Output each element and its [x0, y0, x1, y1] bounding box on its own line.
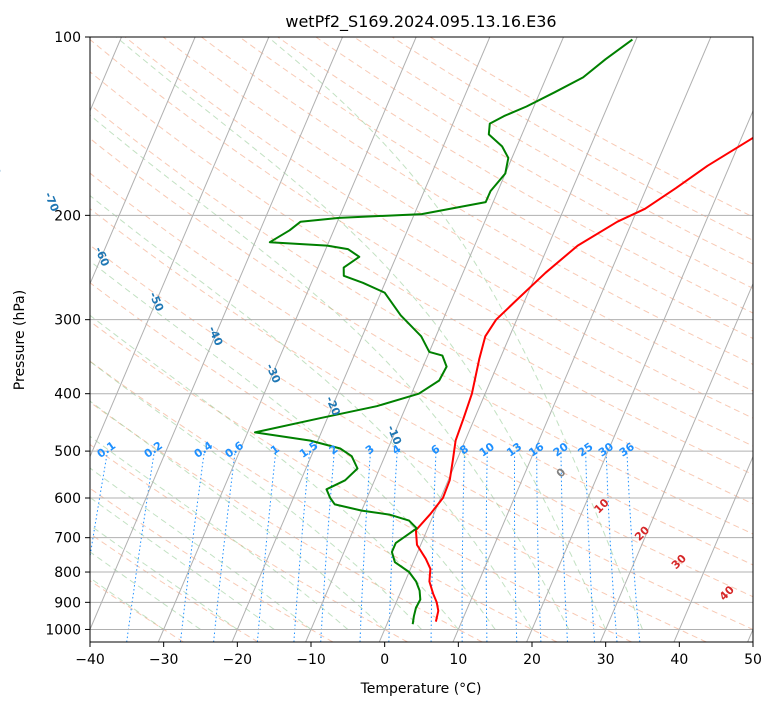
- dry-adiabat: [90, 320, 632, 642]
- x-tick-label: 0: [380, 652, 389, 668]
- mixing-ratio-line: [213, 451, 236, 642]
- y-tick-label: 500: [54, 444, 81, 460]
- x-tick-label: −30: [149, 652, 179, 668]
- isotherm-line: [673, 455, 753, 642]
- y-tick-label: 200: [54, 208, 81, 224]
- dry-adiabat: [90, 282, 707, 642]
- mixing-ratio-line: [90, 451, 108, 560]
- background-lines: [90, 37, 753, 642]
- grid-lines: [90, 37, 753, 642]
- dry-adiabat: [90, 137, 753, 535]
- x-tick-label: 50: [744, 652, 762, 668]
- mixing-ratio-line: [256, 451, 277, 642]
- x-tick-label: 10: [449, 652, 467, 668]
- dry-adiabat: [162, 37, 753, 392]
- x-tick-label: −40: [75, 652, 105, 668]
- y-axis: 100 200 300 400 500 600 700 800 900 1000: [45, 30, 90, 638]
- moist-adiabat: [90, 114, 570, 630]
- moist-adiabat: [90, 467, 312, 630]
- dry-adiabat: [90, 104, 753, 505]
- x-tick-label: −10: [296, 652, 326, 668]
- isotherm-line: [452, 37, 712, 642]
- chart-title: wetPf2_S169.2024.095.13.16.E36: [285, 12, 556, 32]
- mixing-ratio-line: [293, 451, 311, 642]
- moist-adiabat: [90, 496, 275, 630]
- moist-adiabat: [90, 314, 459, 630]
- temperature-line: [414, 136, 753, 622]
- x-axis: −40 −30 −20 −10 0 10 20 30 40 50: [75, 642, 762, 668]
- isotherm-line: [90, 37, 343, 631]
- y-tick-label: 1000: [45, 622, 81, 638]
- moist-adiabat: [90, 260, 496, 630]
- x-tick-label: 20: [523, 652, 541, 668]
- profile-lines: [254, 38, 753, 625]
- mixing-ratio-line: [179, 451, 205, 642]
- dry-adiabat: [277, 37, 753, 314]
- isotherm-line: [378, 37, 638, 642]
- x-axis-label: Temperature (°C): [360, 681, 482, 697]
- dry-adiabat: [90, 244, 753, 630]
- dry-adiabat: [90, 208, 753, 598]
- dry-adiabat: [124, 37, 753, 419]
- dewpoint-line: [254, 38, 633, 625]
- y-tick-label: 700: [54, 531, 81, 547]
- moist-adiabat: [267, 37, 643, 630]
- y-tick-label: 400: [54, 387, 81, 403]
- isotherm-line: [305, 37, 564, 642]
- x-tick-label: −20: [223, 652, 253, 668]
- isotherm-line: [157, 37, 417, 642]
- moist-adiabat: [90, 400, 386, 630]
- y-tick-label: 800: [54, 565, 81, 581]
- isotherm-line: [90, 37, 270, 458]
- x-tick-label: 30: [597, 652, 615, 668]
- y-axis-label: Pressure (hPa): [12, 290, 28, 390]
- isotherm-line: [526, 109, 753, 642]
- y-tick-label: 100: [54, 30, 81, 46]
- x-tick-label: 40: [670, 652, 688, 668]
- isotherm-line: [599, 282, 753, 642]
- plot-frame: [89, 36, 754, 643]
- dry-adiabat: [90, 487, 334, 642]
- moist-adiabat: [115, 37, 607, 630]
- moist-adiabat: [90, 577, 164, 630]
- isotherm-line: [90, 37, 196, 286]
- dry-adiabat: [239, 37, 753, 340]
- dry-adiabat: [90, 533, 259, 642]
- dry-adiabat: [90, 360, 558, 642]
- dry-adiabat: [90, 38, 753, 447]
- y-tick-label: 900: [54, 595, 81, 611]
- y-tick-label: 300: [54, 313, 81, 329]
- moist-adiabat: [90, 360, 422, 630]
- isotherm-line: [231, 37, 491, 642]
- y-tick-label: 600: [54, 491, 81, 507]
